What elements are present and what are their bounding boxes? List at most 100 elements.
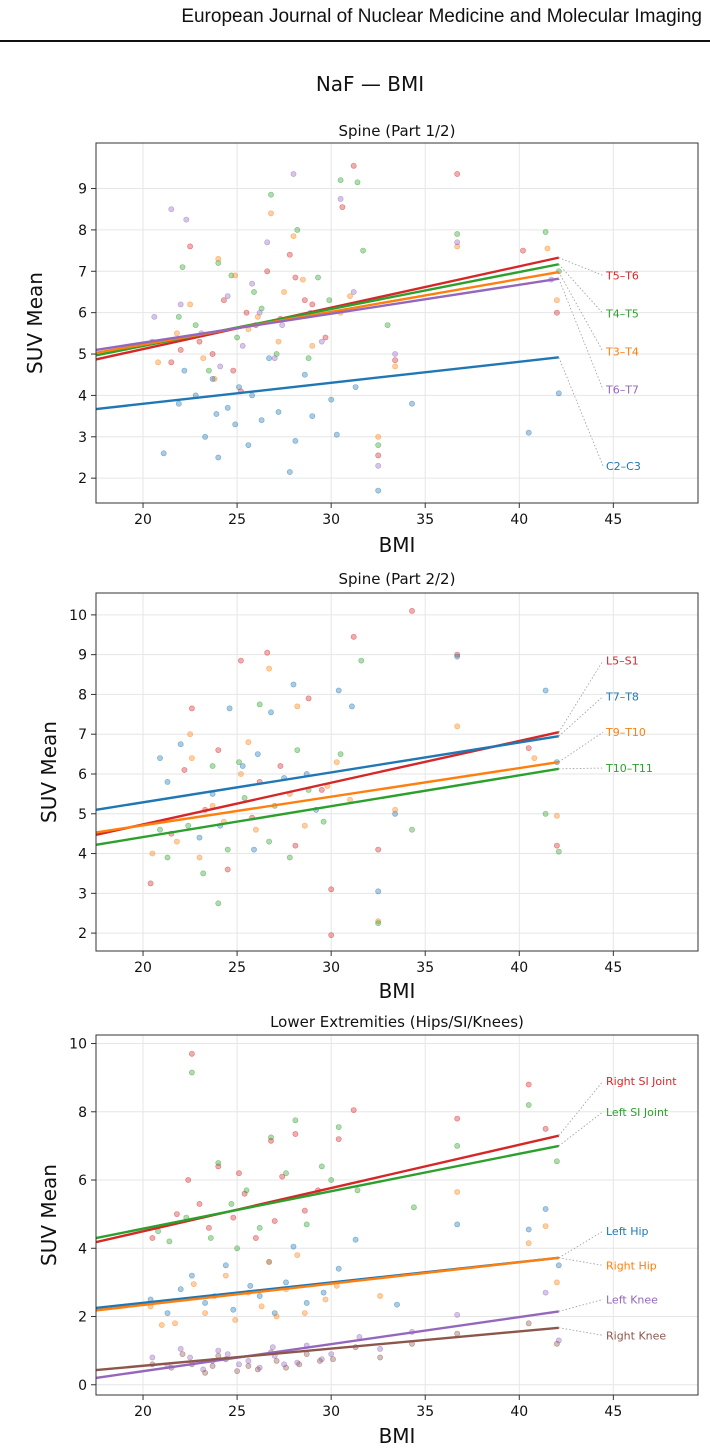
data-point <box>410 1204 417 1211</box>
series-label: T7–T8 <box>605 690 639 703</box>
x-tick-label: 30 <box>322 1404 340 1420</box>
data-point <box>375 462 382 469</box>
data-point <box>215 747 222 753</box>
data-point <box>268 1134 274 1141</box>
y-tick-label: 3 <box>78 430 87 446</box>
data-point <box>454 171 461 177</box>
data-point <box>392 810 398 817</box>
data-point <box>301 1310 308 1316</box>
data-point <box>309 413 316 419</box>
data-point <box>252 826 259 833</box>
leader-line <box>558 767 604 770</box>
data-point <box>196 338 203 345</box>
data-point <box>290 233 297 239</box>
x-axis-label: BMI <box>379 1424 416 1448</box>
data-point <box>283 1170 289 1177</box>
data-point <box>275 409 282 415</box>
data-point <box>318 787 325 793</box>
data-point <box>454 1311 461 1318</box>
data-point <box>294 226 301 233</box>
data-point <box>232 421 239 428</box>
y-axis-label: SUV Mean <box>37 1164 61 1266</box>
data-point <box>196 834 203 841</box>
data-point <box>224 404 231 411</box>
data-point <box>192 322 199 328</box>
data-point <box>224 293 231 299</box>
data-point <box>200 355 207 362</box>
data-point <box>339 204 346 210</box>
data-point <box>292 274 299 281</box>
data-point <box>392 806 398 813</box>
data-point <box>303 1300 310 1306</box>
data-point <box>283 1279 289 1286</box>
series-label: Left Knee <box>606 1293 658 1306</box>
data-point <box>245 739 252 746</box>
data-point <box>305 355 312 362</box>
y-tick-label: 8 <box>78 687 87 703</box>
panel-title: Spine (Part 2/2) <box>339 570 456 588</box>
data-point <box>200 870 207 877</box>
series-label: T3–T4 <box>605 346 639 359</box>
data-point <box>234 334 240 341</box>
y-tick-label: 8 <box>78 223 87 239</box>
data-point <box>177 1346 184 1352</box>
data-point <box>301 822 308 829</box>
data-point <box>525 1081 532 1088</box>
data-point <box>215 260 222 266</box>
x-tick-label: 25 <box>228 1404 246 1420</box>
data-point <box>239 763 246 769</box>
data-point <box>268 709 274 716</box>
data-point <box>232 272 239 279</box>
data-point <box>320 818 327 825</box>
axis-ticks: 20 25 30 35 40 45 0 2 4 6 8 10 <box>69 1037 622 1420</box>
data-point <box>409 400 415 407</box>
plot-frame <box>95 1034 699 1396</box>
data-point <box>168 359 175 366</box>
series-label: Right SI Joint <box>606 1075 677 1088</box>
data-point <box>290 1243 297 1250</box>
data-point <box>375 888 382 895</box>
data-point <box>303 1351 310 1357</box>
grid-lines <box>96 593 698 951</box>
data-point <box>149 850 156 857</box>
data-point <box>286 469 293 475</box>
data-point <box>228 1201 235 1207</box>
x-tick-label: 45 <box>604 1404 622 1420</box>
x-tick-label: 40 <box>510 512 528 528</box>
data-point <box>454 651 461 658</box>
data-point <box>525 1320 532 1327</box>
data-point <box>358 657 365 664</box>
data-point <box>290 171 297 177</box>
y-tick-label: 2 <box>78 926 87 942</box>
figure-title: NaF — BMI <box>315 72 425 96</box>
y-tick-label: 2 <box>78 1310 87 1326</box>
data-point <box>279 1173 286 1180</box>
y-tick-label: 6 <box>78 306 87 322</box>
data-point <box>335 1136 342 1142</box>
data-point <box>337 195 344 202</box>
data-point <box>249 280 255 287</box>
data-point <box>292 437 299 444</box>
data-point <box>301 371 308 378</box>
data-point <box>542 1289 549 1296</box>
x-tick-label: 35 <box>416 960 434 976</box>
data-point <box>249 392 255 399</box>
data-point <box>188 705 195 712</box>
data-point <box>294 703 301 710</box>
data-point <box>179 264 186 270</box>
data-point <box>542 810 549 817</box>
data-point <box>328 1177 335 1183</box>
data-point <box>266 355 272 362</box>
series-label: T9–T10 <box>605 726 646 739</box>
data-point <box>271 355 278 362</box>
data-point <box>350 633 357 640</box>
data-point <box>335 687 342 694</box>
y-tick-label: 8 <box>78 1105 87 1121</box>
fit-lines <box>95 256 560 411</box>
leader-line <box>558 1299 604 1312</box>
x-tick-label: 25 <box>228 960 246 976</box>
x-tick-label: 45 <box>604 512 622 528</box>
x-tick-label: 30 <box>322 512 340 528</box>
data-point <box>350 289 357 295</box>
x-tick-label: 20 <box>134 960 152 976</box>
